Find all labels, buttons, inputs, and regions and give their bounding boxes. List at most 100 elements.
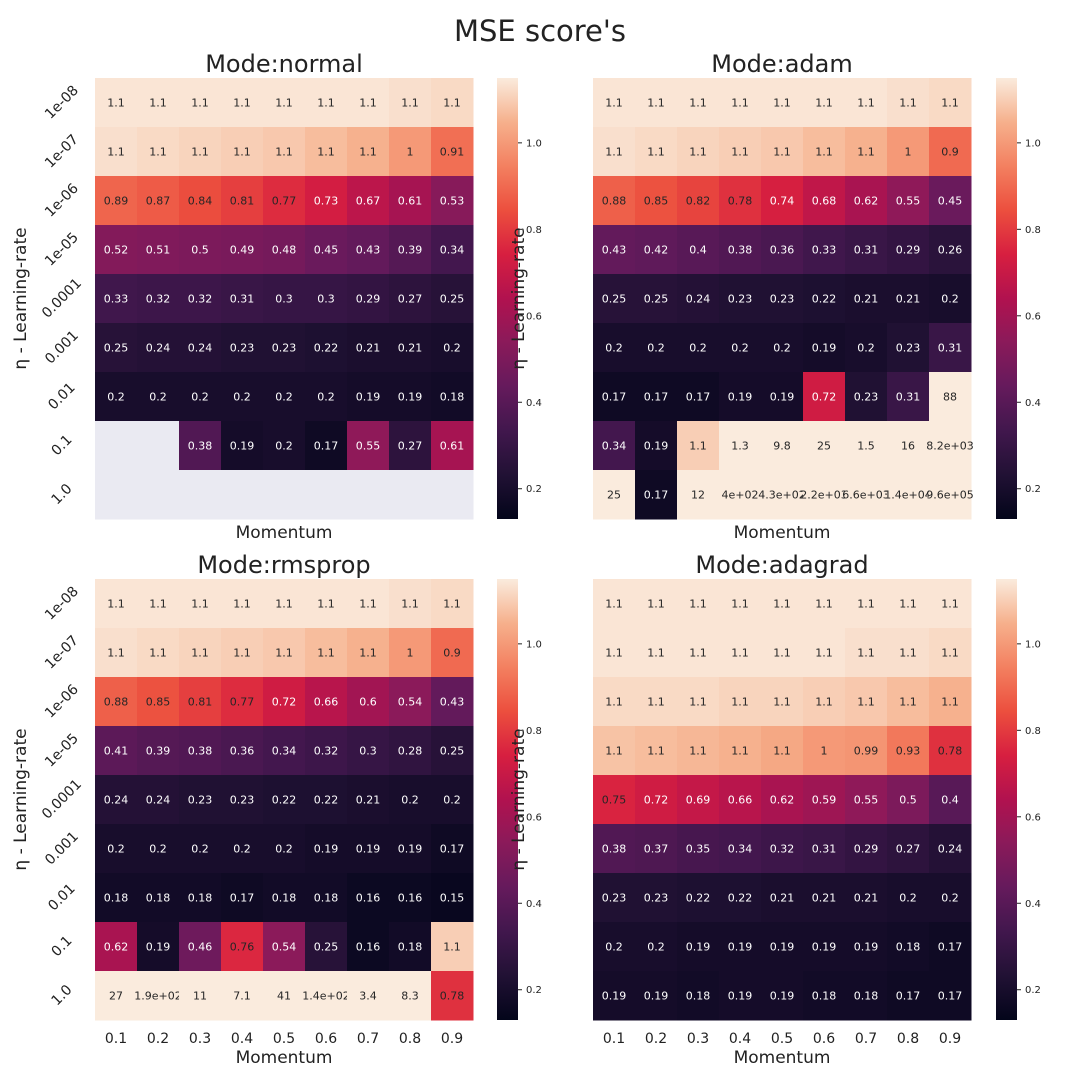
heatmap-cell (431, 225, 474, 275)
cell-label: 0.2 (275, 440, 293, 453)
cell-label: 0.54 (398, 696, 423, 709)
cell-label: 0.46 (188, 941, 213, 954)
x-tick-label: 0.4 (729, 1031, 751, 1047)
cell-label: 1.1 (731, 745, 749, 758)
colorbar-tick-label: 0.8 (1025, 225, 1041, 236)
heatmap-cell (95, 470, 138, 520)
heatmap-cell (221, 274, 264, 324)
colorbar-tick-label: 0.8 (526, 225, 542, 236)
heatmap-cell (887, 971, 930, 1021)
cell-label: 0.99 (854, 745, 879, 758)
heatmap-cell (719, 470, 762, 520)
heatmap-cell (179, 127, 222, 177)
cell-label: 0.23 (854, 391, 879, 404)
heatmap-cell (431, 677, 474, 727)
heatmap-cell (677, 78, 720, 128)
cell-label: 0.17 (440, 843, 465, 856)
x-tick-label: 0.8 (897, 1031, 919, 1047)
cell-label: 0.19 (854, 941, 879, 954)
cell-label: 0.2 (233, 391, 251, 404)
heatmap-cell (95, 628, 138, 678)
heatmap-cell (431, 470, 474, 520)
cell-label: 1.1 (605, 696, 623, 709)
colorbar (996, 78, 1017, 519)
cell-label: 0.2 (605, 941, 623, 954)
heatmap-cell (593, 824, 636, 874)
heatmap-cell (929, 176, 972, 226)
heatmap-cell (137, 470, 180, 520)
heatmap-cell (431, 176, 474, 226)
cell-label: 0.24 (686, 293, 711, 306)
heatmap-cell (761, 922, 804, 972)
heatmap-cell (677, 225, 720, 275)
cell-label: 0.76 (230, 941, 255, 954)
x-tick-label: 0.4 (231, 1031, 253, 1047)
heatmap-cell (305, 470, 348, 520)
cell-label: 0.72 (812, 391, 837, 404)
cell-label: 0.32 (188, 293, 213, 306)
cell-label: 0.75 (602, 794, 627, 807)
cell-label: 0.18 (896, 941, 921, 954)
heatmap-cell (263, 677, 306, 727)
heatmap-cell (593, 421, 636, 471)
heatmap-cell (719, 176, 762, 226)
heatmap-cell (431, 922, 474, 972)
cell-label: 1.1 (731, 598, 749, 611)
heatmap-cell (263, 372, 306, 422)
cell-label: 1.1 (275, 146, 293, 159)
y-tick-label: 0.0001 (39, 276, 85, 322)
cell-label: 1.1 (941, 647, 959, 660)
cell-label: 1.1 (857, 146, 875, 159)
heatmap-cell (593, 726, 636, 776)
cell-label: 1.1 (605, 647, 623, 660)
y-tick-label: 1e-08 (42, 584, 82, 624)
cell-label: 0.37 (644, 843, 669, 856)
heatmap-cell (95, 775, 138, 825)
cell-label: 0.19 (644, 990, 669, 1003)
heatmap-cell (593, 971, 636, 1021)
cell-label: 0.78 (440, 990, 465, 1003)
cell-label: 0.19 (728, 391, 753, 404)
cell-label: 1.4e+04 (884, 489, 931, 502)
cell-label: 0.34 (272, 745, 297, 758)
heatmap-cell (179, 677, 222, 727)
heatmap-cell (845, 274, 888, 324)
colorbar (497, 579, 518, 1020)
heatmap-cell (305, 421, 348, 471)
cell-label: 0.93 (896, 745, 921, 758)
cell-label: 0.22 (728, 892, 753, 905)
cell-label: 0.29 (854, 843, 879, 856)
colorbar-tick-label: 0.2 (1025, 985, 1041, 996)
heatmap-cell (635, 726, 678, 776)
heatmap-cell (803, 78, 846, 128)
heatmap-cell (845, 372, 888, 422)
cell-label: 0.19 (770, 391, 795, 404)
cell-label: 0.85 (644, 195, 669, 208)
colorbar-tick-label: 0.4 (526, 398, 542, 409)
cell-label: 0.28 (398, 745, 423, 758)
x-tick-label: 0.6 (813, 1031, 835, 1047)
heatmap-cell (347, 274, 390, 324)
y-tick-label: 1.0 (48, 982, 75, 1009)
cell-label: 0.72 (644, 794, 669, 807)
cell-label: 0.21 (812, 892, 837, 905)
heatmap-cell (887, 677, 930, 727)
cell-label: 0.2 (689, 342, 707, 355)
cell-label: 0.3 (275, 293, 293, 306)
cell-label: 27 (109, 990, 123, 1003)
cell-label: 0.78 (728, 195, 753, 208)
cell-label: 0.36 (230, 745, 255, 758)
cell-label: 1.1 (605, 745, 623, 758)
x-tick-label: 0.5 (273, 1031, 295, 1047)
heatmap-cell (263, 176, 306, 226)
cell-label: 0.81 (188, 696, 213, 709)
colorbar-tick-label: 1.0 (526, 138, 542, 149)
cell-label: 0.67 (356, 195, 381, 208)
cell-label: 8.3 (401, 990, 419, 1003)
heatmap-cell (347, 726, 390, 776)
cell-label: 0.73 (314, 195, 339, 208)
colorbar-tick-label: 0.4 (1025, 899, 1041, 910)
cell-label: 0.62 (770, 794, 795, 807)
cell-label: 0.31 (854, 244, 879, 257)
cell-label: 0.18 (398, 941, 423, 954)
